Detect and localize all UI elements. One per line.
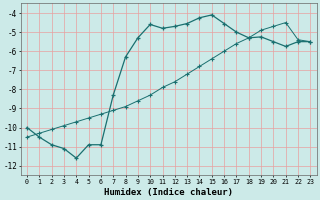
X-axis label: Humidex (Indice chaleur): Humidex (Indice chaleur) [104,188,233,197]
